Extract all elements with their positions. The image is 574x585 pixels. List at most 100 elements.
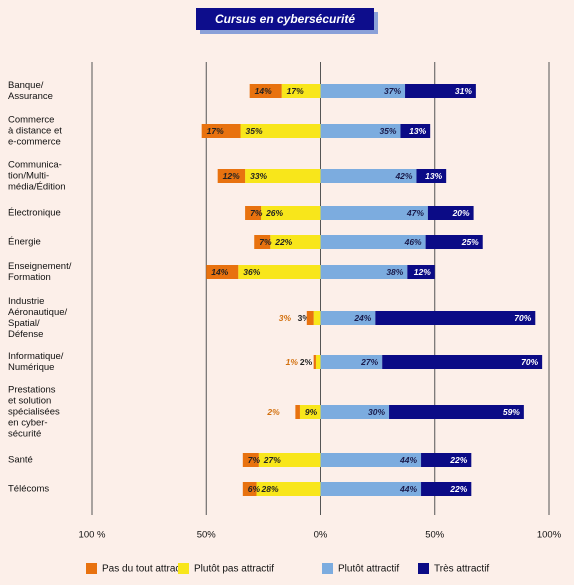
bar-segment xyxy=(249,84,282,98)
bar-segment xyxy=(245,206,262,220)
value-label: 38% xyxy=(386,267,403,277)
value-label: 2% xyxy=(266,407,280,417)
category-label: Santé xyxy=(8,454,33,466)
bar-segment xyxy=(375,311,536,325)
bar-segment xyxy=(427,206,474,220)
value-label: 47% xyxy=(406,208,424,218)
legend-label: Pas du tout attractif xyxy=(102,564,188,575)
value-label: 9% xyxy=(305,407,318,417)
bar-segment xyxy=(389,405,524,419)
category-label: Électronique xyxy=(8,207,61,219)
value-label: 17% xyxy=(207,126,224,136)
value-label: 6% xyxy=(248,484,261,494)
x-tick-label: 50% xyxy=(425,530,445,541)
value-label: 14% xyxy=(211,267,228,277)
category-label: Télécoms xyxy=(8,483,50,495)
bar-segment xyxy=(405,84,476,98)
value-label: 20% xyxy=(452,208,470,218)
bar-segment xyxy=(240,124,321,138)
legend-label: Plutôt pas attractif xyxy=(194,564,274,575)
bar-segment xyxy=(206,265,239,279)
bar-segment xyxy=(320,235,426,249)
value-label: 27% xyxy=(263,455,281,465)
value-label: 14% xyxy=(255,86,272,96)
bar-segment xyxy=(313,311,321,325)
bar-segment xyxy=(400,124,431,138)
bar-segment xyxy=(421,453,472,467)
bar-segment xyxy=(320,482,422,496)
value-label: 3% xyxy=(279,313,292,323)
bar-segment xyxy=(320,453,422,467)
bar-segment xyxy=(270,235,321,249)
value-label: 22% xyxy=(449,455,467,465)
bar-segment xyxy=(320,84,406,98)
bar-segment xyxy=(320,355,383,369)
bar-segment xyxy=(245,169,321,183)
value-label: 70% xyxy=(521,357,538,367)
bar-segment xyxy=(320,206,428,220)
category-label: Enseignement/ Formation xyxy=(8,261,72,283)
category-label: Banque/ Assurance xyxy=(8,80,53,102)
bar-segment xyxy=(320,265,408,279)
value-label: 2% xyxy=(300,357,313,367)
bar-segment xyxy=(299,405,321,419)
bar-segment xyxy=(320,124,401,138)
legend-swatch xyxy=(178,563,189,574)
value-label: 42% xyxy=(394,171,412,181)
x-tick-label: 100% xyxy=(537,530,562,541)
value-label: 12% xyxy=(414,267,431,277)
value-label: 46% xyxy=(404,237,422,247)
category-label: Commerce à distance et e-commerce xyxy=(8,114,62,148)
value-label: 30% xyxy=(368,407,385,417)
bar-segment xyxy=(261,206,321,220)
value-label: 36% xyxy=(243,267,260,277)
bar-segment xyxy=(416,169,447,183)
category-label: Informatique/ Numérique xyxy=(8,351,64,373)
value-label: 7% xyxy=(250,208,263,218)
value-label: 44% xyxy=(399,484,417,494)
value-label: 13% xyxy=(425,171,442,181)
value-label: 3% xyxy=(298,313,311,323)
legend-swatch xyxy=(418,563,429,574)
bar-segment xyxy=(238,265,321,279)
category-label: Communica- tion/Multi- média/Édition xyxy=(8,159,66,193)
value-label: 35% xyxy=(246,126,263,136)
category-label: Industrie Aéronautique/ Spatial/ Défense xyxy=(8,296,68,340)
bar-segment xyxy=(407,265,435,279)
legend-label: Très attractif xyxy=(434,564,489,575)
value-label: 26% xyxy=(265,208,283,218)
bar-segment xyxy=(281,84,321,98)
bar-segment xyxy=(425,235,483,249)
bar-segment xyxy=(217,169,246,183)
x-tick-label: 0% xyxy=(314,530,328,541)
x-tick-label: 100 % xyxy=(79,530,106,541)
bar-segment xyxy=(254,235,271,249)
value-label: 28% xyxy=(261,484,279,494)
value-label: 25% xyxy=(461,237,479,247)
bar-segment xyxy=(306,311,314,325)
bar-segment xyxy=(258,453,321,467)
bar-segment xyxy=(421,482,472,496)
value-label: 35% xyxy=(379,126,396,136)
bar-segment xyxy=(242,453,259,467)
value-label: 17% xyxy=(287,86,304,96)
bar-segment xyxy=(242,482,257,496)
value-label: 1% xyxy=(286,357,299,367)
value-label: 27% xyxy=(360,357,378,367)
value-label: 70% xyxy=(514,313,531,323)
value-label: 24% xyxy=(353,313,371,323)
x-tick-label: 50% xyxy=(197,530,217,541)
value-label: 22% xyxy=(274,237,292,247)
bar-segment xyxy=(320,405,390,419)
legend-swatch xyxy=(322,563,333,574)
value-label: 7% xyxy=(248,455,261,465)
value-label: 13% xyxy=(409,126,426,136)
legend-swatch xyxy=(86,563,97,574)
bar-segment xyxy=(295,405,300,419)
bar-segment xyxy=(320,311,376,325)
value-label: 37% xyxy=(384,86,401,96)
value-label: 12% xyxy=(223,171,240,181)
category-label: Prestations et solution spécialisées en … xyxy=(8,384,60,440)
